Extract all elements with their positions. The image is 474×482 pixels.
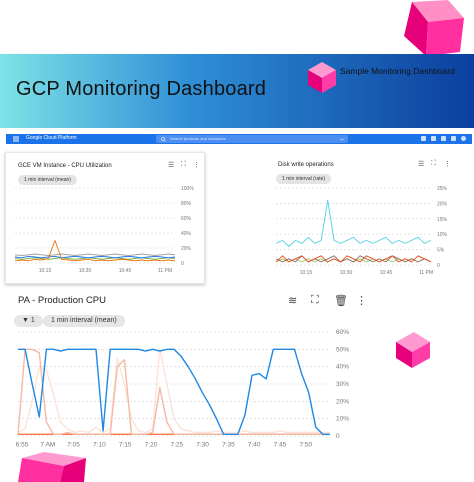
chart-title: GCE VM Instance - CPU Utilization <box>18 163 112 169</box>
x-tick-label: 7:25 <box>170 442 183 449</box>
x-tick-label: 10:15 <box>300 270 313 276</box>
legend-toggle-icon[interactable]: ≋ <box>288 295 298 307</box>
help-icon[interactable] <box>441 136 446 141</box>
series-line <box>14 255 176 259</box>
x-tick-label: 10:30 <box>79 268 92 274</box>
alert-icon[interactable] <box>431 136 436 141</box>
series-line <box>17 348 330 435</box>
y-tick-label: 20% <box>181 246 192 252</box>
search-icon <box>161 136 166 142</box>
x-tick-label: 7:20 <box>145 442 158 449</box>
x-tick-label: 7:10 <box>93 442 106 449</box>
series-line <box>275 199 432 247</box>
x-tick-label: 7:45 <box>274 442 287 449</box>
y-tick-label: 60% <box>181 216 192 222</box>
more-vert-icon[interactable]: ⋮ <box>444 161 451 168</box>
search-input[interactable]: Search products and resources <box>156 135 348 143</box>
more-vert-icon[interactable]: ⋮ <box>356 295 367 307</box>
y-tick-label: 10% <box>336 416 349 423</box>
x-tick-label: 7:30 <box>196 442 209 449</box>
x-tick-label: 10:45 <box>119 268 132 274</box>
gift-icon[interactable] <box>421 136 426 141</box>
series-line <box>18 348 330 435</box>
series-line <box>14 257 176 260</box>
dashboard-banner: GCP Monitoring Dashboard Sample Monitori… <box>0 54 474 128</box>
gcp-brand[interactable]: Google Cloud Platform <box>26 135 77 141</box>
series-line <box>14 253 176 256</box>
x-tick-label: 6:55 <box>16 442 29 449</box>
x-tick-label: 7 AM <box>40 442 55 449</box>
series-line <box>14 240 176 262</box>
cpu-utilization-chart: 0 20% 40% 60% 80% 100% 10:15 10:30 10:45 11 PM <box>14 186 194 274</box>
y-tick-label: 20% <box>437 201 448 207</box>
pink-cube-decoration-right <box>396 332 430 368</box>
series-line <box>275 255 432 263</box>
y-tick-label: 10% <box>437 232 448 238</box>
interval-chip[interactable]: 1 min interval (mean) <box>43 315 125 327</box>
y-tick-label: 60% <box>336 329 349 336</box>
legend-toggle-icon[interactable]: ☰ <box>168 162 175 169</box>
legend-toggle-icon[interactable]: ☰ <box>418 161 425 168</box>
banner-title: GCP Monitoring Dashboard <box>16 78 267 100</box>
fullscreen-icon[interactable]: ⛶ <box>431 160 436 167</box>
interval-chip[interactable]: 1 min interval (mean) <box>18 175 77 185</box>
banner-subtitle: Sample Monitoring Dashboard <box>340 66 455 76</box>
x-tick-label: 10:15 <box>39 268 52 274</box>
y-tick-label: 40% <box>336 364 349 371</box>
fullscreen-icon[interactable]: ⛶ <box>311 294 319 306</box>
y-tick-label: 15% <box>437 217 448 223</box>
filter-chip[interactable]: ▼ 1 <box>14 315 43 327</box>
interval-chip[interactable]: 1 min interval (rate) <box>276 174 332 184</box>
pink-cube-decoration-bottom <box>18 452 86 482</box>
y-tick-label: 100% <box>181 186 194 192</box>
y-tick-label: 0 <box>336 433 340 440</box>
y-tick-label: 20% <box>336 398 349 405</box>
menu-icon[interactable] <box>13 136 19 142</box>
y-tick-label: 5% <box>437 248 445 254</box>
chart-title: Disk write operations <box>278 162 334 168</box>
x-tick-label: 11 PM <box>158 268 172 274</box>
x-tick-label: 7:40 <box>248 442 261 449</box>
delete-icon[interactable]: 🗑 <box>334 295 348 307</box>
y-tick-label: 50% <box>336 346 349 353</box>
more-vert-icon[interactable]: ⋮ <box>193 162 200 169</box>
y-tick-label: 0 <box>181 261 184 267</box>
y-tick-label: 0 <box>437 263 440 269</box>
cpu-utilization-card: GCE VM Instance - CPU Utilization ☰ ⛶ ⋮ … <box>5 152 205 284</box>
x-tick-label: 7:05 <box>67 442 80 449</box>
y-tick-label: 40% <box>181 231 192 237</box>
search-placeholder: Search products and resources <box>170 136 226 141</box>
filter-count: 1 <box>30 317 35 324</box>
production-cpu-chart: 0 10% 20% 30% 40% 50% 60% 6:55 7 AM 7:05 7:10 7:15 7… <box>16 329 350 449</box>
production-cpu-title: PA - Production CPU <box>18 295 107 306</box>
pink-cube-decoration-top <box>404 0 464 56</box>
disk-write-chart: 0 5% 10% 15% 20% 25% 10:15 10:30 10:45 11 PM <box>275 186 448 276</box>
pink-cube-decoration-banner <box>308 62 336 93</box>
more-icon[interactable] <box>451 136 456 141</box>
avatar[interactable] <box>461 136 466 141</box>
x-tick-label: 10:45 <box>380 270 393 276</box>
x-tick-label: 10:30 <box>340 270 353 276</box>
chevron-down-icon[interactable] <box>340 138 344 141</box>
fullscreen-icon[interactable]: ⛶ <box>181 161 186 168</box>
series-line <box>17 348 330 434</box>
x-tick-label: 7:50 <box>299 442 312 449</box>
x-tick-label: 11 PM <box>419 270 433 276</box>
gcp-header-bar: Google Cloud Platform Search products an… <box>6 134 472 144</box>
y-tick-label: 30% <box>336 381 349 388</box>
y-tick-label: 80% <box>181 201 192 207</box>
x-tick-label: 7:35 <box>222 442 235 449</box>
y-tick-label: 25% <box>437 186 448 192</box>
x-tick-label: 7:15 <box>119 442 132 449</box>
filter-icon: ▼ <box>22 317 29 324</box>
